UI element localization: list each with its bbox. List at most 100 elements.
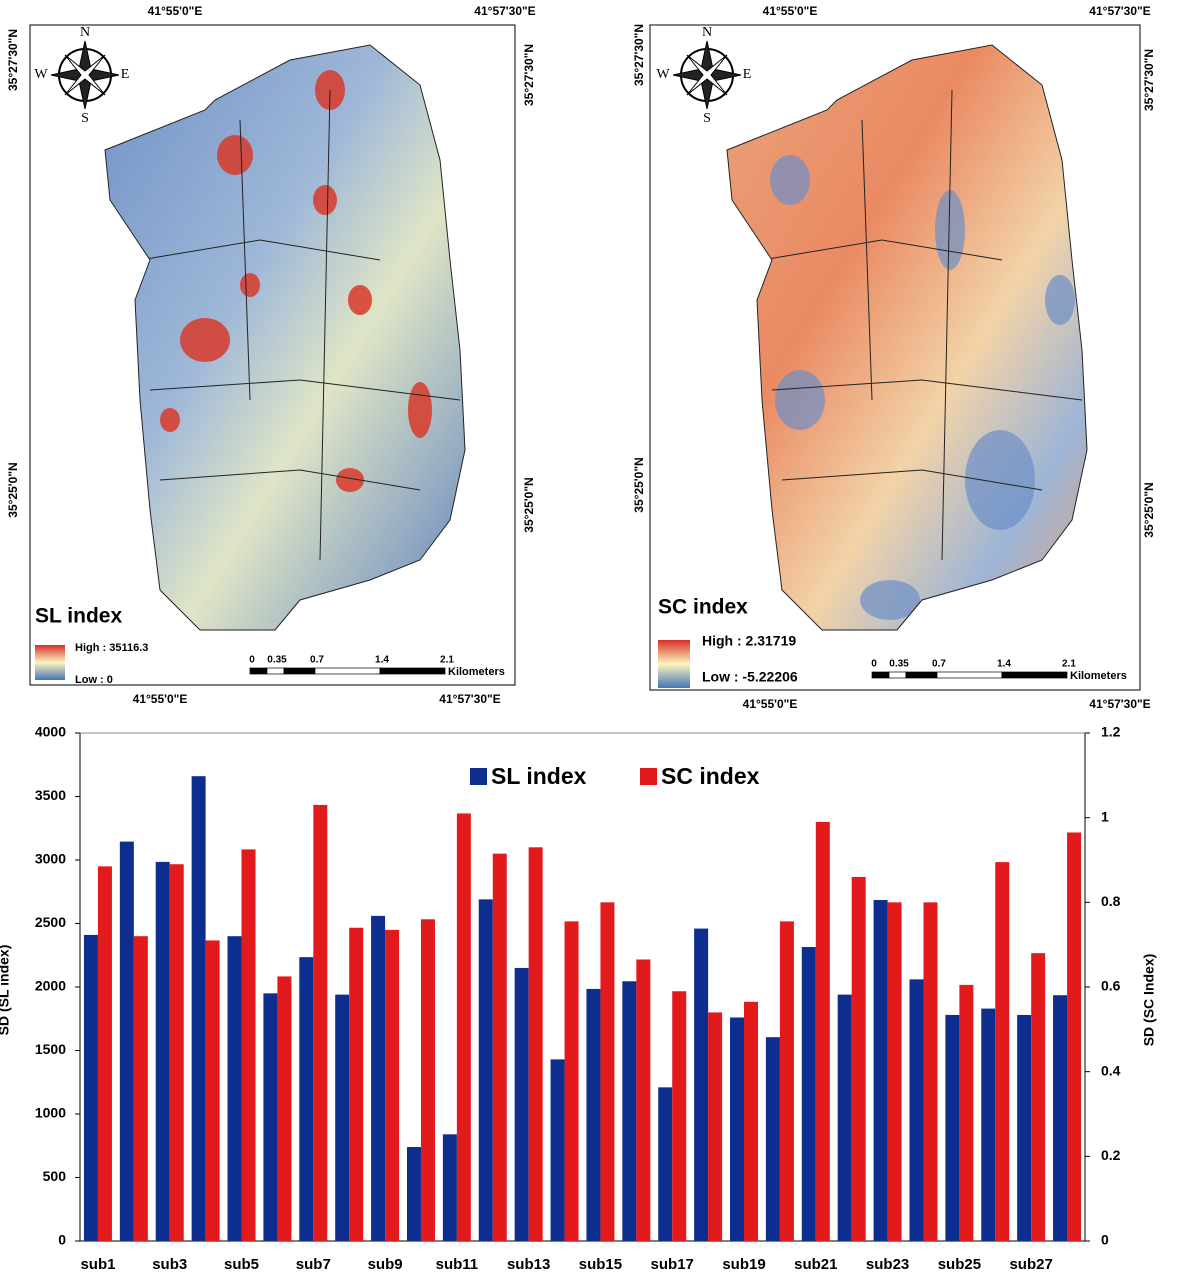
y2-tick-label: 1 <box>1101 808 1109 824</box>
legend-low: Low : -5.22206 <box>702 669 798 685</box>
legend-swatch <box>470 768 487 785</box>
scale-label: 1.4 <box>375 655 389 666</box>
bar <box>84 935 98 1241</box>
bar <box>981 1009 995 1241</box>
bar <box>945 1015 959 1241</box>
scale-bar-segment <box>284 668 315 674</box>
bar <box>622 981 636 1241</box>
legend-ramp <box>35 645 65 680</box>
lat-label: 35°25'0"N <box>522 477 536 532</box>
bar <box>299 957 313 1241</box>
legend-swatch <box>640 768 657 785</box>
lon-label: 41°57'30"E <box>439 692 500 706</box>
bar <box>658 1087 672 1241</box>
figure: 41°55'0"E 41°55'0"E 35°27'30"N 35°27'30"N 41… <box>0 0 1182 1279</box>
bar <box>694 929 708 1241</box>
bar <box>313 805 327 1241</box>
scale-bar-segment <box>872 672 889 678</box>
bar <box>421 919 435 1241</box>
bar <box>959 985 973 1241</box>
bar <box>1067 832 1081 1241</box>
bar <box>349 928 363 1241</box>
scale-bar-segment <box>906 672 937 678</box>
bar <box>371 916 385 1241</box>
lat-label: 35°25'0"N <box>632 457 646 512</box>
x-tick-label: sub1 <box>80 1256 115 1273</box>
y2-tick-label: 0.6 <box>1101 978 1121 994</box>
x-tick-label: sub19 <box>722 1256 765 1273</box>
bar <box>335 995 349 1241</box>
bar <box>586 989 600 1241</box>
x-tick-label: sub5 <box>224 1256 259 1273</box>
bar <box>888 902 902 1241</box>
y-tick-label: 3000 <box>35 851 66 867</box>
bar <box>600 902 614 1241</box>
y-tick-label: 1000 <box>35 1105 66 1121</box>
bar <box>672 991 686 1241</box>
bar <box>242 849 256 1241</box>
lon-label: 41°55'0"E <box>763 4 818 18</box>
legend-high: High : 35116.3 <box>75 642 148 654</box>
lon-label: 41°55'0"E <box>148 4 203 18</box>
compass-letter: N <box>702 25 712 40</box>
x-tick-label: sub17 <box>651 1256 694 1273</box>
scale-label: 2.1 <box>1062 659 1076 670</box>
map-sc <box>650 25 1140 690</box>
bar <box>493 854 507 1241</box>
bar <box>816 822 830 1241</box>
lon-label: 41°55'0"E <box>133 692 188 706</box>
bar <box>120 842 134 1241</box>
y2-tick-label: 0.2 <box>1101 1147 1121 1163</box>
bar <box>529 847 543 1241</box>
y2-tick-label: 0.4 <box>1101 1062 1121 1078</box>
legend-label: SL index <box>491 763 587 789</box>
scale-bar-segment <box>380 668 445 674</box>
bar <box>636 959 650 1241</box>
x-tick-label: sub11 <box>436 1256 479 1273</box>
lon-label: 41°57'30"E <box>474 4 535 18</box>
compass-letter: E <box>743 67 752 82</box>
bar <box>838 995 852 1241</box>
x-tick-label: sub9 <box>368 1256 403 1273</box>
y-tick-label: 2500 <box>35 914 66 930</box>
y-tick-label: 0 <box>58 1232 66 1248</box>
x-tick-label: sub23 <box>866 1256 909 1273</box>
scale-label: 0.35 <box>889 659 909 670</box>
bar <box>565 921 579 1241</box>
legend-title: SL index <box>35 605 122 628</box>
bar <box>98 866 112 1241</box>
lon-label: 41°55'0"E <box>743 697 798 711</box>
lat-label: 35°27'30"N <box>6 29 20 91</box>
bar <box>852 877 866 1241</box>
bar <box>385 930 399 1241</box>
y2-tick-label: 0 <box>1101 1232 1109 1248</box>
bar <box>134 936 148 1241</box>
x-tick-label: sub25 <box>938 1256 981 1273</box>
legend-label: SC index <box>661 763 760 789</box>
bar <box>551 1059 565 1241</box>
bar <box>457 813 471 1241</box>
bar <box>407 1147 421 1241</box>
scale-bar-segment <box>250 668 267 674</box>
lat-label: 35°25'0"N <box>1142 482 1156 537</box>
x-tick-label: sub3 <box>152 1256 187 1273</box>
compass-letter: W <box>34 67 48 82</box>
lon-label: 41°57'30"E <box>1089 4 1150 18</box>
scale-unit: Kilometers <box>1070 670 1127 682</box>
legend-high: High : 2.31719 <box>702 633 796 649</box>
scale-label: 1.4 <box>997 659 1011 670</box>
bar <box>708 1012 722 1241</box>
x-tick-label: sub13 <box>507 1256 550 1273</box>
bar <box>515 968 529 1241</box>
bar <box>995 862 1009 1241</box>
y2-tick-label: 1.2 <box>1101 724 1121 740</box>
compass-letter: N <box>80 25 90 40</box>
y2-tick-label: 0.8 <box>1101 893 1121 909</box>
lat-label: 35°27'30"N <box>1142 49 1156 111</box>
bar <box>1031 953 1045 1241</box>
bar <box>1053 995 1067 1241</box>
bar <box>780 921 794 1241</box>
y2-axis-label: SD (SC Index) <box>1141 954 1157 1047</box>
y-tick-label: 3500 <box>35 787 66 803</box>
scale-bar-segment <box>267 668 284 674</box>
